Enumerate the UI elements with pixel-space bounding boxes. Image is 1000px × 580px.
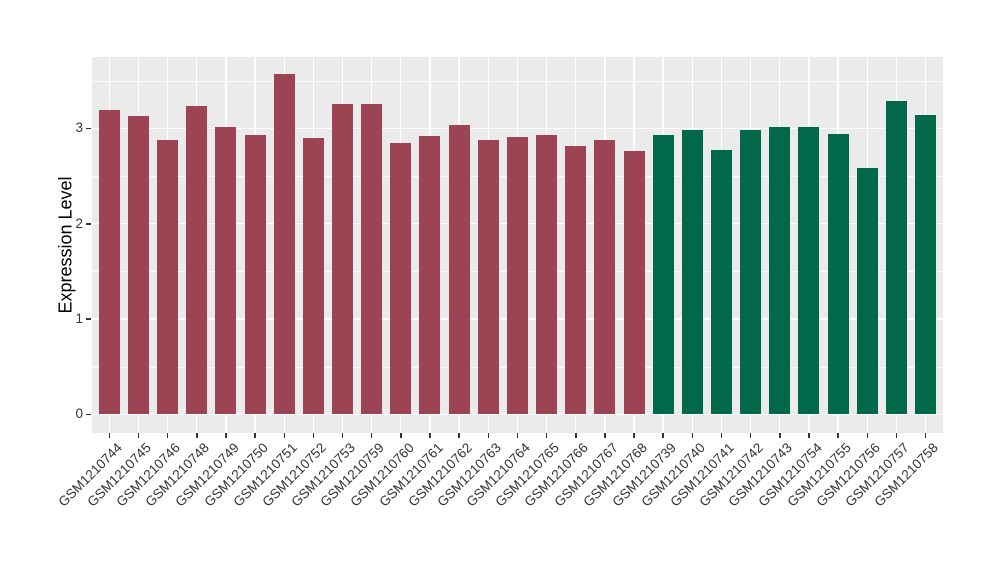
x-tick-mark	[458, 433, 460, 438]
x-tick-mark	[429, 433, 431, 438]
bar	[390, 142, 412, 415]
x-tick-mark	[108, 433, 111, 438]
x-tick-mark	[254, 433, 256, 438]
bar	[419, 135, 441, 415]
x-tick-mark	[866, 433, 868, 438]
y-tick-mark	[86, 413, 91, 416]
y-tick-label: 0	[75, 406, 83, 422]
y-tick-mark	[86, 318, 91, 320]
x-tick-mark	[575, 433, 577, 438]
y-tick-label: 1	[75, 310, 83, 326]
x-tick-mark	[837, 433, 839, 438]
bar	[740, 130, 762, 415]
x-tick-mark	[341, 433, 344, 438]
bar	[710, 150, 732, 415]
bar	[536, 134, 558, 415]
x-tick-mark	[749, 433, 752, 438]
bar	[448, 125, 470, 415]
x-tick-mark	[137, 433, 140, 438]
bar	[885, 100, 907, 415]
x-tick-mark	[225, 433, 227, 438]
bar	[127, 115, 149, 415]
bar	[856, 168, 878, 415]
x-tick-mark	[633, 433, 635, 438]
x-tick-mark	[924, 433, 927, 438]
x-tick-mark	[487, 433, 490, 438]
x-tick-mark	[312, 433, 315, 438]
x-tick-mark	[196, 433, 198, 438]
x-tick-mark	[400, 433, 402, 438]
bar	[798, 127, 820, 415]
x-tick-mark	[779, 433, 781, 438]
bar	[506, 136, 528, 415]
bar	[769, 127, 791, 415]
y-axis-title: Expression Level	[55, 176, 76, 314]
x-tick-mark	[895, 433, 898, 438]
y-tick-mark	[86, 223, 91, 225]
x-tick-mark	[808, 433, 810, 438]
bar	[332, 103, 353, 415]
bar	[273, 73, 295, 415]
bar	[244, 134, 266, 415]
x-tick-mark	[604, 433, 606, 438]
x-tick-mark	[545, 433, 548, 438]
bar	[215, 127, 237, 415]
bar	[594, 139, 616, 415]
plot-panel	[92, 57, 943, 433]
bar	[915, 114, 936, 415]
y-tick-label: 3	[75, 120, 83, 136]
y-tick-mark	[86, 127, 91, 130]
bar	[477, 139, 499, 415]
y-tick-label: 2	[75, 215, 83, 231]
bar	[565, 146, 587, 415]
x-tick-mark	[662, 433, 664, 438]
bar	[827, 134, 849, 415]
bar	[681, 130, 703, 415]
bar	[186, 106, 208, 415]
bar	[157, 139, 179, 415]
x-tick-mark	[691, 433, 694, 438]
x-tick-mark	[516, 433, 519, 438]
bar	[302, 137, 324, 415]
x-tick-mark	[370, 433, 373, 438]
bar	[652, 134, 674, 415]
bar	[98, 110, 120, 415]
x-tick-mark	[166, 433, 169, 438]
bar	[361, 103, 383, 415]
x-tick-mark	[283, 433, 285, 438]
x-tick-mark	[720, 433, 723, 438]
bar	[623, 151, 645, 415]
